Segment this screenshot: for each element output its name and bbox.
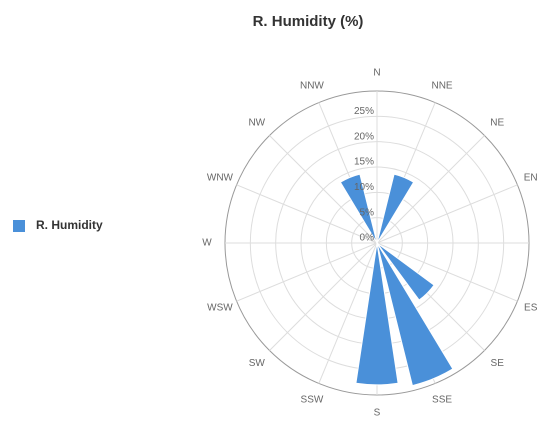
radial-tick-label: 10% <box>354 182 374 193</box>
spoke <box>236 184 378 244</box>
angular-label: SSW <box>301 395 324 406</box>
radial-tick-label: 15% <box>354 157 374 168</box>
angular-label: NE <box>490 117 504 128</box>
angular-label: N <box>373 68 380 79</box>
spoke <box>318 242 378 384</box>
angular-label: WNW <box>207 173 234 184</box>
wedge <box>355 242 399 386</box>
legend-swatch <box>13 220 25 232</box>
chart-title: R. Humidity (%) <box>253 13 364 30</box>
wedge <box>376 242 435 301</box>
angular-label: ENE <box>524 173 538 184</box>
spoke <box>236 242 378 302</box>
angular-label: SSE <box>432 395 452 406</box>
angular-label: W <box>202 238 212 249</box>
radial-tick-label: 25% <box>354 106 374 117</box>
legend-label: R. Humidity <box>36 218 103 232</box>
angular-label: NNW <box>300 81 324 92</box>
spoke <box>376 184 518 244</box>
wedge <box>339 173 378 244</box>
spoke <box>376 135 485 244</box>
spoke <box>269 135 378 244</box>
spoke <box>269 242 378 351</box>
angular-label: S <box>374 408 381 419</box>
radial-tick-label: 5% <box>360 207 375 218</box>
angular-label: SW <box>249 358 266 369</box>
spoke <box>376 242 518 302</box>
radial-tick-label: 20% <box>354 131 374 142</box>
angular-label: ESE <box>524 303 538 314</box>
angular-label: SE <box>491 358 505 369</box>
radial-tick-label: 0% <box>360 233 375 244</box>
wedge <box>376 173 415 244</box>
wedge <box>376 242 454 387</box>
angular-label: NW <box>248 117 265 128</box>
angular-label: WSW <box>207 303 233 314</box>
angular-label: NNE <box>431 81 452 92</box>
